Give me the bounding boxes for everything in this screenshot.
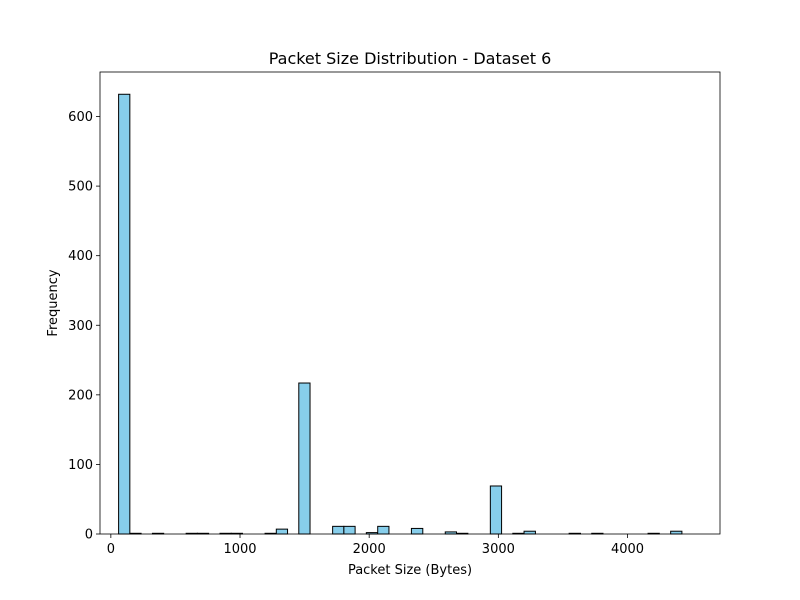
- histogram-bar: [670, 530, 683, 535]
- y-tick-label: 100: [68, 458, 93, 473]
- histogram-bar: [523, 530, 536, 535]
- x-tick-label: 3000: [482, 542, 515, 557]
- y-tick-label: 400: [68, 249, 93, 264]
- histogram-bar: [118, 93, 131, 535]
- y-tick-label: 0: [85, 528, 93, 543]
- x-axis-ticks: 0 1000 2000 3000 4000: [107, 534, 644, 557]
- histogram-bar: [410, 527, 424, 535]
- histogram-bar: [332, 525, 345, 535]
- histogram-bar: [343, 525, 356, 535]
- y-tick-label: 300: [68, 319, 93, 334]
- histogram-bar: [489, 485, 503, 535]
- y-tick-label: 500: [68, 180, 93, 195]
- x-tick-label: 2000: [353, 542, 386, 557]
- histogram-bar: [298, 382, 311, 535]
- x-tick-label: 4000: [611, 542, 644, 557]
- y-tick-label: 600: [68, 110, 93, 125]
- bars-group: [118, 93, 683, 535]
- x-tick-label: 0: [107, 542, 115, 557]
- histogram-bar: [377, 525, 390, 535]
- y-axis-label: Frequency: [46, 269, 61, 336]
- x-tick-label: 1000: [223, 542, 256, 557]
- y-axis-ticks: 0 100 200 300 400 500 600: [68, 110, 100, 543]
- y-tick-label: 200: [68, 388, 93, 403]
- x-axis-label: Packet Size (Bytes): [348, 563, 472, 578]
- plot-frame: [99, 71, 721, 535]
- histogram-bar: [275, 528, 289, 535]
- chart-title: Packet Size Distribution - Dataset 6: [269, 49, 552, 68]
